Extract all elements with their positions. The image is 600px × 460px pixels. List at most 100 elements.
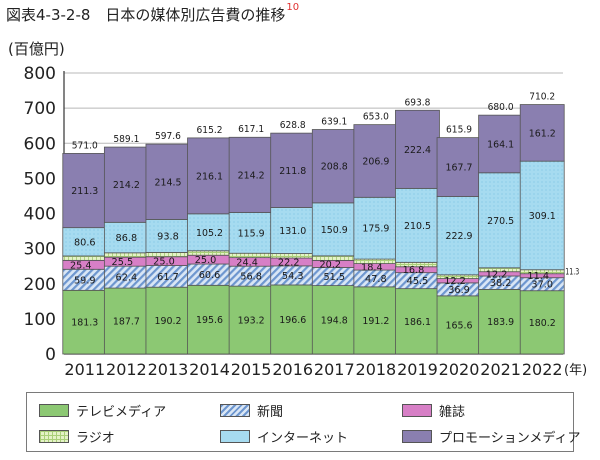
x-tick-label: 2014 <box>189 360 230 379</box>
legend-swatch-promotion <box>402 430 432 443</box>
legend-item-tv: テレビメディア <box>39 401 166 420</box>
y-tick-label: 200 <box>24 275 56 295</box>
total-label: 710.2 <box>529 92 555 103</box>
data-label-newspaper: 47.8 <box>365 274 387 285</box>
data-label-tv: 195.6 <box>196 315 223 326</box>
legend-swatch-magazine <box>402 404 432 417</box>
data-label-internet: 131.0 <box>279 226 306 237</box>
total-label: 693.8 <box>404 97 430 108</box>
chart-title: 図表4-3-2-8 日本の媒体別広告費の推移10 <box>6 2 300 25</box>
data-label-newspaper: 51.5 <box>323 272 345 283</box>
data-label-promotion: 206.9 <box>362 156 389 167</box>
data-label-magazine: 25.0 <box>153 257 175 268</box>
total-label: 615.2 <box>197 125 223 136</box>
data-label-magazine: 18.4 <box>361 262 383 273</box>
data-label-magazine: 25.5 <box>112 257 134 268</box>
total-label: 617.1 <box>238 124 264 135</box>
data-label-tv: 193.2 <box>238 316 265 327</box>
data-label-internet: 105.2 <box>196 228 223 239</box>
data-label-promotion: 211.3 <box>71 186 98 197</box>
legend-item-magazine: 雑誌 <box>402 401 465 420</box>
data-label-magazine: 12.2 <box>444 276 466 287</box>
x-tick-label: 2017 <box>314 360 355 379</box>
x-tick-label: 2019 <box>397 360 438 379</box>
bar-segment-promotion <box>270 132 316 208</box>
legend-swatch-tv <box>39 404 69 417</box>
data-label-newspaper: 54.3 <box>282 271 304 282</box>
legend-label-magazine: 雑誌 <box>439 405 466 420</box>
data-label-promotion: 167.7 <box>446 163 473 174</box>
data-label-promotion: 216.1 <box>196 171 223 182</box>
data-label-newspaper: 45.5 <box>407 276 429 287</box>
x-tick-label: 2012 <box>106 360 147 379</box>
data-label-promotion: 214.2 <box>238 170 265 181</box>
x-tick-label: 2013 <box>148 360 189 379</box>
data-label-internet: 80.6 <box>74 237 96 248</box>
data-label-promotion: 211.8 <box>279 166 306 177</box>
legend-item-internet: インターネット <box>220 427 348 446</box>
total-label: 589.1 <box>113 134 139 145</box>
x-tick-label: 2022 <box>522 360 563 379</box>
y-tick-label: 400 <box>24 205 56 225</box>
bar-segment-tv <box>395 288 440 355</box>
legend-swatch-radio <box>39 430 69 443</box>
bar-segment-tv <box>270 284 316 355</box>
data-label-tv: 186.1 <box>404 317 431 328</box>
y-tick-label: 800 <box>24 64 56 84</box>
y-tick-label: 300 <box>24 240 56 260</box>
data-label-tv: 187.7 <box>113 317 140 328</box>
bar-segment-internet <box>395 187 440 263</box>
legend-item-promotion: プロモーションメディア <box>402 427 580 446</box>
data-label-newspaper: 56.8 <box>240 272 262 283</box>
total-label: 653.0 <box>363 112 389 123</box>
data-label-tv: 181.3 <box>71 318 98 329</box>
data-label-internet: 115.9 <box>238 228 265 239</box>
stacked-bar-chart: 0 100 200 300 400 500 600 700 800 181.3 59.9 25.4 80… <box>24 64 588 379</box>
y-axis-unit: (百億円) <box>8 40 65 58</box>
data-label-tv: 180.2 <box>529 318 556 329</box>
legend-label-tv: テレビメディア <box>76 405 167 420</box>
x-tick-label: 2015 <box>231 360 272 379</box>
bar-segment-promotion <box>353 124 399 198</box>
data-label-magazine: 24.4 <box>236 257 258 268</box>
x-tick-label: 2011 <box>64 360 105 379</box>
y-tick-label: 100 <box>24 310 56 330</box>
x-tick-label: 2016 <box>272 360 313 379</box>
data-label-tv: 183.9 <box>487 317 514 328</box>
data-label-newspaper: 60.6 <box>199 270 221 281</box>
legend-swatch-internet <box>220 430 250 443</box>
total-label: 680.0 <box>488 102 514 113</box>
data-label-magazine: 16.8 <box>403 265 425 276</box>
bar-segment-tv <box>187 284 232 355</box>
data-label-internet: 93.8 <box>157 231 179 242</box>
data-label-newspaper: 59.9 <box>74 275 96 286</box>
data-label-promotion: 222.4 <box>404 145 431 156</box>
x-axis-unit: (年) <box>564 363 587 378</box>
data-label-tv: 191.2 <box>362 316 389 327</box>
y-tick-label: 700 <box>24 99 56 119</box>
bar-segment-promotion <box>478 114 524 174</box>
total-label: 615.9 <box>446 125 472 136</box>
y-tick-label: 0 <box>45 345 56 365</box>
data-label-newspaper: 36.9 <box>448 285 470 296</box>
total-label: 571.0 <box>72 140 98 151</box>
data-label-tv: 194.8 <box>321 315 348 326</box>
legend-label-internet: インターネット <box>257 431 349 446</box>
data-label-tv: 165.6 <box>446 320 473 331</box>
footnote-ref: 10 <box>286 2 300 13</box>
bar-segment-internet <box>62 227 108 257</box>
bar-segment-promotion <box>62 153 108 229</box>
legend-item-newspaper: 新聞 <box>220 401 283 420</box>
bar-segment-tv <box>103 287 149 355</box>
bar-segment-promotion <box>103 146 149 223</box>
bar-segment-internet <box>478 172 524 269</box>
data-label-internet: 222.9 <box>446 231 473 242</box>
bar-segment-tv <box>436 295 482 355</box>
data-label-newspaper: 61.7 <box>157 272 179 283</box>
data-label-magazine: 11.4 <box>527 271 549 282</box>
bar-segment-promotion <box>311 129 357 204</box>
data-label-magazine: 22.2 <box>278 257 300 268</box>
x-tick-label: 2018 <box>356 360 397 379</box>
data-label-magazine: 25.0 <box>195 255 217 266</box>
bar-segment-internet <box>519 160 565 271</box>
